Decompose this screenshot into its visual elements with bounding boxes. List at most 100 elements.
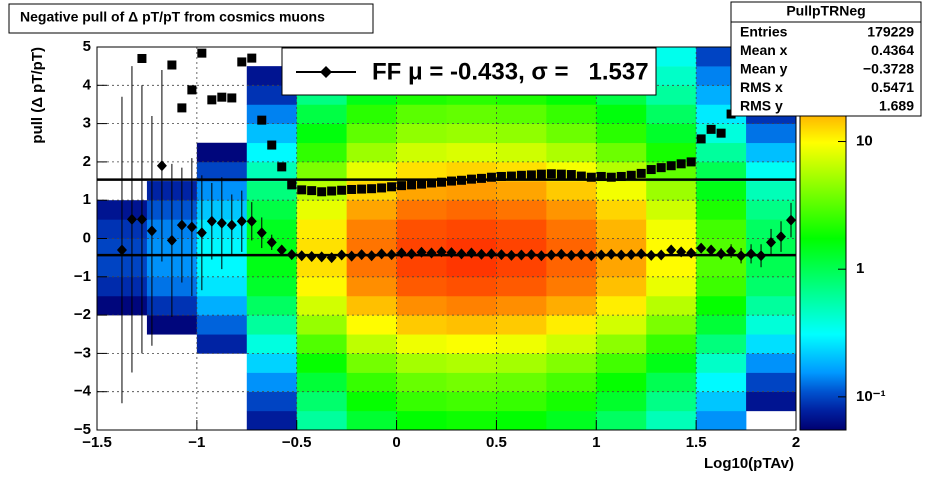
- heatmap-cell: [446, 181, 497, 201]
- sigma-point: [427, 178, 437, 188]
- sigma-point: [367, 184, 377, 194]
- heatmap-cell: [696, 295, 747, 316]
- heatmap-cell: [546, 142, 597, 163]
- z-tick-label: 1: [856, 260, 864, 277]
- heatmap-cell: [196, 295, 248, 316]
- heatmap-cell: [346, 219, 397, 239]
- heatmap-cell: [296, 238, 347, 258]
- heatmap-cell: [246, 410, 298, 431]
- mean-point: [336, 249, 347, 261]
- sigma-point: [586, 172, 596, 182]
- heatmap-cell: [646, 353, 697, 373]
- heatmap-cell: [546, 123, 597, 144]
- x-tick-label: 2: [792, 434, 800, 451]
- heatmap-cell: [546, 219, 597, 239]
- mean-point: [446, 247, 457, 259]
- heatmap-cell: [596, 123, 647, 144]
- heatmap-cell: [396, 257, 447, 278]
- mean-point: [286, 249, 297, 261]
- heatmap-cell: [196, 161, 248, 182]
- heatmap-cell: [546, 334, 597, 354]
- heatmap-cell: [396, 391, 447, 412]
- mean-point: [496, 249, 507, 261]
- mean-point: [506, 249, 517, 261]
- stats-label: Mean x: [740, 42, 788, 58]
- heatmap-cell: [496, 372, 547, 392]
- mean-point: [126, 213, 137, 225]
- mean-point: [466, 247, 477, 259]
- mean-point: [136, 213, 147, 225]
- mean-point: [736, 250, 747, 262]
- chart-title: Negative pull of Δ pT/pT from cosmics mu…: [20, 9, 325, 25]
- heatmap-cell: [596, 353, 647, 373]
- heatmap-cell: [296, 410, 347, 431]
- sigma-point: [446, 176, 456, 186]
- sigma-point: [716, 128, 726, 138]
- sigma-point: [357, 184, 367, 194]
- heatmap-cell: [646, 123, 697, 144]
- sigma-point: [616, 171, 626, 181]
- heatmap-cell: [296, 276, 347, 297]
- heatmap-cell: [346, 276, 397, 297]
- heatmap-cell: [346, 123, 397, 144]
- heatmap-cell: [696, 334, 747, 354]
- sigma-point: [476, 173, 486, 183]
- sigma-point: [397, 181, 407, 191]
- heatmap-cell: [296, 200, 347, 220]
- heatmap-cell: [746, 181, 797, 201]
- stats-frame: [730, 1, 922, 117]
- sigma-point: [636, 168, 646, 178]
- heatmap-cell: [246, 391, 298, 412]
- heatmap-cell: [446, 257, 497, 278]
- stats-label: RMS x: [740, 79, 783, 95]
- heatmap-cell: [396, 353, 447, 373]
- heatmap-cell: [496, 104, 547, 124]
- mean-point: [676, 246, 687, 258]
- heatmap-cell: [746, 295, 797, 316]
- heatmap-cell: [696, 276, 747, 297]
- heatmap-cell: [346, 334, 397, 354]
- heatmap-cell: [296, 104, 347, 124]
- stats-title: PullpTRNeg: [786, 3, 865, 19]
- heatmap-cell: [746, 372, 797, 392]
- heatmap-cell: [746, 142, 797, 163]
- mean-point: [246, 215, 257, 227]
- sigma-point: [646, 165, 656, 175]
- heatmap-cell: [446, 334, 497, 354]
- sigma-point: [197, 48, 207, 58]
- stats-value: 0.5471: [871, 79, 914, 95]
- mean-point: [456, 248, 467, 260]
- sigma-point: [247, 53, 257, 63]
- sigma-point: [207, 95, 217, 105]
- mean-point: [436, 246, 447, 258]
- sigma-point: [576, 171, 586, 181]
- x-tick-label: −0.5: [282, 434, 312, 451]
- heatmap-cell: [696, 161, 747, 182]
- profile-overlay: [97, 48, 796, 404]
- heatmap-cell: [346, 315, 397, 335]
- sigma-point: [257, 115, 267, 125]
- stats-value: 1.689: [879, 98, 914, 114]
- mean-point: [566, 249, 577, 261]
- y-tick-label: −4: [74, 383, 92, 400]
- heatmap-cell: [396, 276, 447, 297]
- sigma-point: [237, 57, 247, 67]
- sigma-point: [546, 169, 556, 179]
- x-tick-label: 1.5: [686, 434, 707, 451]
- heatmap-cell: [646, 219, 697, 239]
- heatmap-cell: [546, 372, 597, 392]
- heatmap-cell: [546, 257, 597, 278]
- heatmap-cell: [596, 200, 647, 220]
- sigma-point: [407, 180, 417, 190]
- sigma-point: [466, 174, 476, 184]
- heatmap-cell: [196, 315, 248, 335]
- mean-point: [426, 247, 437, 259]
- sigma-point: [417, 179, 427, 189]
- heatmap-cell: [346, 353, 397, 373]
- heatmap-cell: [446, 372, 497, 392]
- sigma-point: [656, 163, 666, 173]
- sigma-point: [327, 186, 337, 196]
- heatmap-cell: [146, 315, 198, 335]
- heatmap-cell: [646, 104, 697, 124]
- heatmap-cell: [396, 334, 447, 354]
